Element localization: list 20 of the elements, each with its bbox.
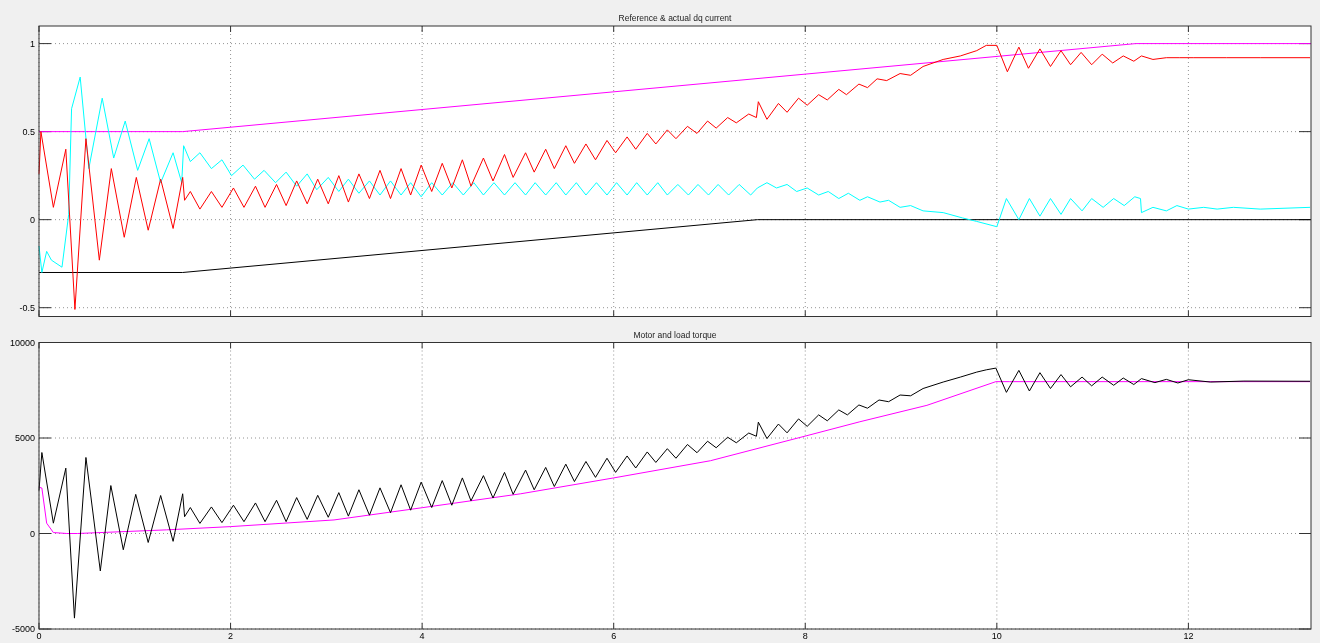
- x-tick-label: 6: [611, 631, 617, 641]
- x-tick-label: 0: [36, 631, 42, 641]
- x-tick-label: 8: [802, 631, 808, 641]
- chart-title: Reference & actual dq current: [618, 13, 733, 23]
- x-tick-label: 10: [991, 631, 1002, 641]
- y-tick-label: 0.5: [22, 126, 35, 137]
- y-tick-label: 0: [29, 214, 35, 225]
- x-tick-label: 4: [419, 631, 425, 641]
- y-tick-label: 5000: [14, 433, 35, 443]
- y-tick-label: -5000: [11, 624, 35, 634]
- y-tick-label: 10000: [9, 337, 35, 348]
- y-tick-label: -0.5: [19, 302, 35, 313]
- line-series: [38, 76, 1311, 273]
- x-tick-label: 2: [228, 631, 234, 641]
- y-tick-label: 1: [29, 38, 35, 49]
- line-series: [38, 367, 1311, 619]
- chart-title: Motor and load torque: [633, 329, 717, 340]
- line-series: [38, 44, 1311, 310]
- x-tick-label: 12: [1183, 631, 1194, 641]
- y-tick-label: 0: [29, 528, 35, 539]
